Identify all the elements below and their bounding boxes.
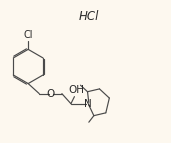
Text: Cl: Cl [23,30,33,40]
Text: O: O [47,89,55,99]
Text: HCl: HCl [78,10,99,23]
Text: N: N [84,99,91,109]
Text: OH: OH [68,85,84,95]
